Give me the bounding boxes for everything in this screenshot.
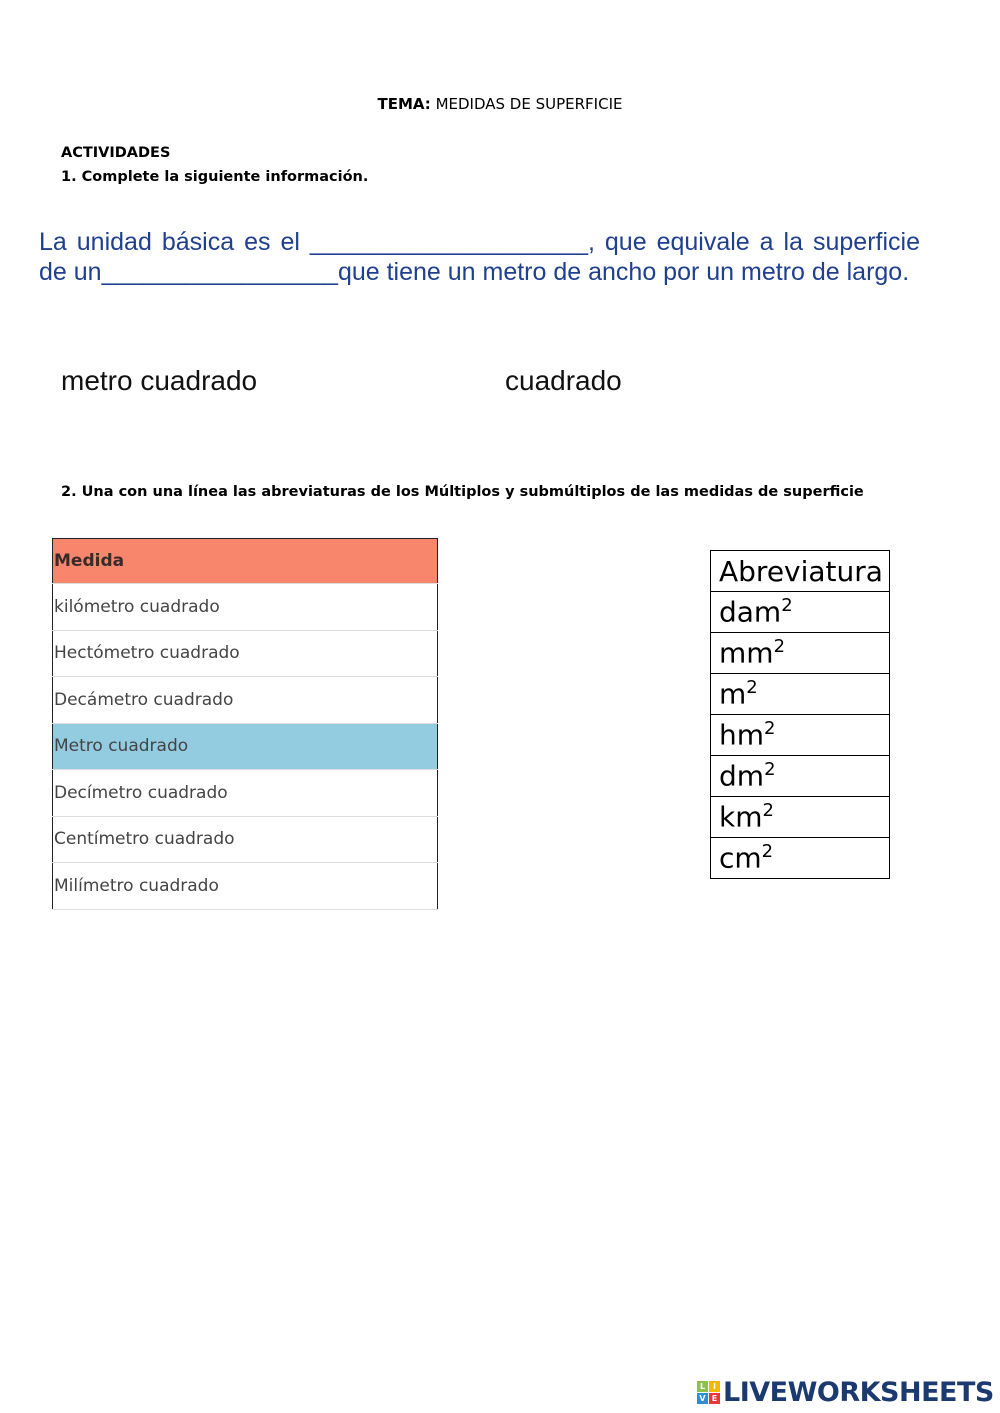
unit: m	[719, 677, 747, 711]
unit: dam	[719, 595, 782, 629]
page-title: TEMA: MEDIDAS DE SUPERFICIE	[0, 95, 1000, 113]
abreviatura-item[interactable]: dm2	[710, 755, 890, 797]
question-1-prompt: 1. Complete la siguiente información.	[61, 169, 369, 185]
answer-blank-2[interactable]: _________________	[101, 258, 338, 286]
logo-text: LIVEWORKSHEETS	[723, 1377, 994, 1408]
question-2-prompt: 2. Una con una línea las abreviaturas de…	[61, 484, 864, 500]
activities-heading: ACTIVIDADES	[61, 145, 171, 161]
abreviatura-item[interactable]: dam2	[710, 591, 890, 633]
medida-item[interactable]: Decímetro cuadrado	[52, 769, 438, 817]
exponent: 2	[762, 800, 774, 822]
exponent: 2	[781, 595, 793, 617]
medida-item[interactable]: kilómetro cuadrado	[52, 583, 438, 631]
abreviatura-table: Abreviatura dam2 mm2 m2 hm2 dm2 km2 cm2	[710, 550, 890, 879]
answer-blank-1[interactable]: ____________________	[309, 228, 588, 256]
exponent: 2	[764, 759, 776, 781]
number: 2.	[61, 484, 77, 500]
medida-item[interactable]: Hectómetro cuadrado	[52, 630, 438, 677]
abreviatura-item[interactable]: km2	[710, 796, 890, 838]
unit: km	[719, 800, 763, 834]
exponent: 2	[761, 841, 774, 863]
medida-table: Medida kilómetro cuadrado Hectómetro cua…	[52, 538, 438, 910]
liveworksheets-logo: L I V E LIVEWORKSHEETS	[697, 1377, 994, 1408]
text: La unidad básica es el	[39, 228, 310, 256]
unit: hm	[719, 718, 765, 752]
medida-header: Medida	[52, 538, 438, 584]
logo-block: E	[709, 1393, 720, 1404]
abreviatura-item[interactable]: mm2	[710, 632, 890, 674]
medida-item[interactable]: Metro cuadrado	[52, 723, 438, 770]
abreviatura-header: Abreviatura	[710, 550, 890, 592]
option-cuadrado[interactable]: cuadrado	[505, 365, 622, 396]
text: que tiene un metro de ancho por un metro…	[337, 258, 910, 286]
logo-block: V	[697, 1393, 708, 1404]
text: , que equivale a la superficie de un	[39, 228, 920, 286]
exponent: 2	[764, 718, 776, 740]
option-metro-cuadrado[interactable]: metro cuadrado	[61, 365, 258, 396]
exponent: 2	[773, 636, 786, 658]
logo-blocks-icon: L I V E	[697, 1381, 720, 1404]
question-1-paragraph: La unidad básica es el _________________…	[39, 227, 920, 287]
abreviatura-item[interactable]: m2	[710, 673, 890, 715]
unit: cm	[719, 841, 762, 875]
medida-item[interactable]: Centímetro cuadrado	[52, 816, 438, 863]
unit: mm	[719, 636, 774, 670]
medida-item[interactable]: Decámetro cuadrado	[52, 676, 438, 724]
tema-value: MEDIDAS DE SUPERFICIE	[435, 95, 623, 113]
logo-block: I	[709, 1381, 720, 1392]
logo-block: L	[697, 1381, 708, 1392]
abreviatura-item[interactable]: hm2	[710, 714, 890, 756]
text: Una con una línea las abreviaturas de lo…	[76, 484, 864, 500]
medida-item[interactable]: Milímetro cuadrado	[52, 862, 438, 910]
tema-label: TEMA:	[377, 95, 431, 113]
exponent: 2	[746, 677, 758, 699]
unit: dm	[719, 759, 765, 793]
abreviatura-item[interactable]: cm2	[710, 837, 890, 879]
